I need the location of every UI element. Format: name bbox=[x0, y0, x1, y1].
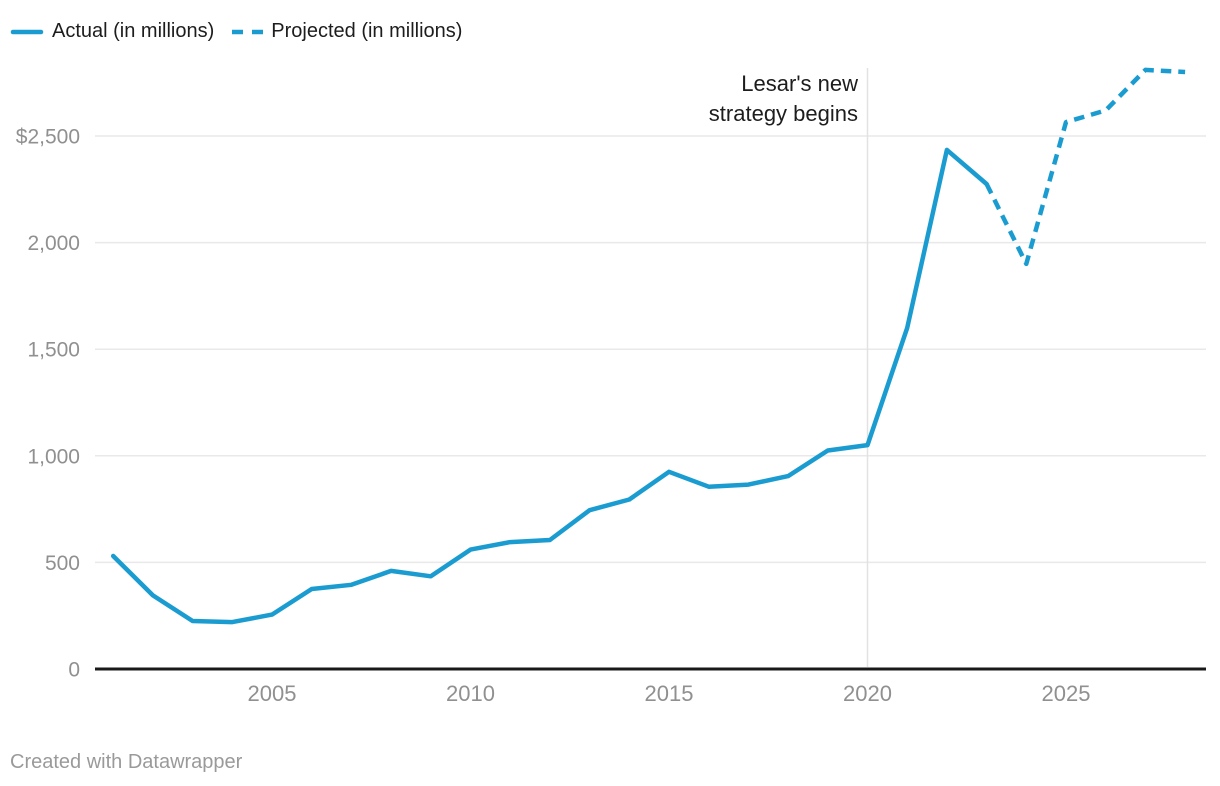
y-tick-label: 1,500 bbox=[27, 339, 80, 362]
y-tick-label: 500 bbox=[45, 552, 80, 575]
x-tick-label: 2025 bbox=[1042, 681, 1091, 706]
legend: Actual (in millions) Projected (in milli… bbox=[10, 20, 462, 43]
annotation-label: Lesar's new strategy begins bbox=[709, 69, 858, 129]
y-tick-label: 0 bbox=[68, 659, 80, 682]
x-tick-label: 2010 bbox=[446, 681, 495, 706]
y-tick-label: $2,500 bbox=[16, 126, 80, 149]
projected-series-line bbox=[984, 67, 1186, 267]
annotation-line-1: Lesar's new bbox=[741, 71, 858, 96]
dashed-line-swatch-icon bbox=[232, 29, 264, 34]
attribution-text: Created with Datawrapper bbox=[10, 751, 243, 773]
solid-line-swatch-icon bbox=[10, 29, 44, 34]
y-tick-label: 2,000 bbox=[27, 232, 80, 255]
attribution: Created with Datawrapper bbox=[10, 751, 242, 774]
legend-label-projected: Projected (in millions) bbox=[271, 20, 463, 42]
y-tick-label: 1,000 bbox=[27, 445, 80, 468]
x-tick-label: 2005 bbox=[248, 681, 297, 706]
legend-item-projected: Projected (in millions) bbox=[232, 20, 462, 43]
x-tick-label: 2020 bbox=[843, 681, 892, 706]
annotation-line-2: strategy begins bbox=[708, 101, 858, 126]
actual-series-line bbox=[110, 147, 989, 625]
x-tick-label: 2015 bbox=[645, 681, 694, 706]
legend-item-actual: Actual (in millions) bbox=[10, 20, 214, 43]
legend-label-actual: Actual (in millions) bbox=[52, 20, 215, 42]
